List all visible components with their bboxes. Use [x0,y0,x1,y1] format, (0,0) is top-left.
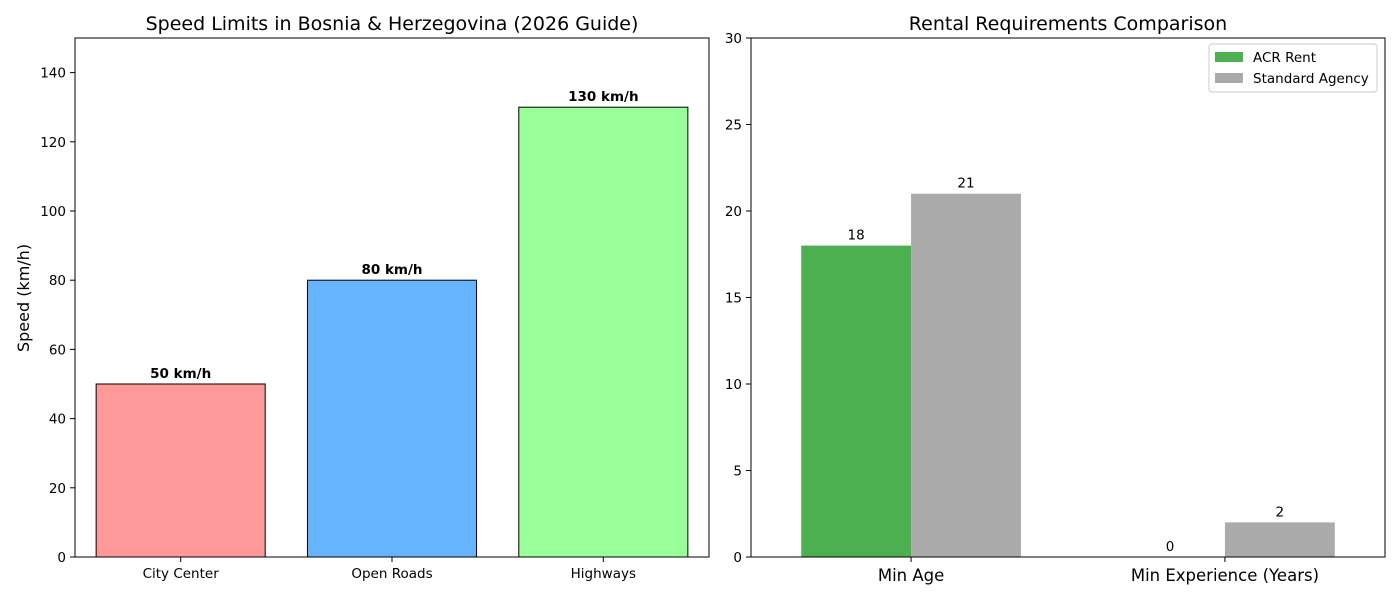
rental-y-tick-label: 20 [725,204,742,220]
rental-y-tick-label: 30 [725,31,742,47]
bar-open-roads [306,279,478,558]
bar-highways [518,106,689,558]
bar-standard-agency-min-experience-years [1224,522,1335,557]
legend-frame [1208,43,1378,93]
speed-x-tick-label-highways: Highways [571,566,636,582]
rental-y-tick-label: 25 [725,118,742,134]
rental-chart-title: Rental Requirements Comparison [909,13,1227,35]
bar-value-label-open-roads: 80 km/h [361,262,422,278]
legend-label-acr-rent: ACR Rent [1253,50,1316,66]
rental-x-tick-label-min-age: Min Age [878,566,944,585]
bar-value-label-acr-rent-min-age: 18 [848,228,865,244]
rental-y-tick-label: 10 [725,377,742,393]
rental-y-ticks: 0 5 10 15 20 25 30 [725,31,751,566]
bar-standard-agency-min-age [911,193,1021,557]
bar-value-label-acr-rent-min-experience-years: 0 [1166,539,1175,555]
rental-bars: 18 21 0 2 [801,176,1335,557]
rental-x-tick-label-min-experience-years: Min Experience (Years) [1131,566,1319,585]
speed-y-ticks: 0 20 40 60 80 100 120 140 [40,66,75,566]
bar-value-label-city-center: 50 km/h [150,366,211,382]
bar-value-label-highways: 130 km/h [568,89,638,105]
rental-plot-frame [750,37,1386,558]
speed-x-tick-label-open-roads: Open Roads [351,566,432,582]
speed-chart-title: Speed Limits in Bosnia & Herzegovina (20… [146,13,639,35]
speed-plot-frame [74,37,710,558]
bar-value-label-standard-agency-min-experience-years: 2 [1276,504,1285,520]
rental-y-tick-label: 15 [725,291,742,307]
speed-y-tick-label: 80 [49,273,66,289]
rental-legend: ACR Rent Standard Agency [1208,43,1378,93]
speed-x-tick-label-city-center: City Center [143,566,220,582]
speed-bars: 50 km/h 80 km/h 130 km/h [95,89,689,558]
speed-y-tick-label: 0 [57,550,66,566]
rental-requirements-chart: Rental Requirements Comparison 051015202… [725,13,1386,585]
rental-y-tick-label: 0 [733,550,742,566]
rental-y-tick-label: 5 [733,464,742,480]
speed-y-tick-label: 100 [40,204,66,220]
legend-swatch-acr-rent [1215,52,1243,62]
speed-y-tick-label: 140 [40,66,66,82]
bar-acr-rent-min-age [801,245,912,557]
speed-y-axis-label: Speed (km/h) [14,244,33,352]
speed-y-tick-label: 20 [49,481,66,497]
speed-y-tick-label: 60 [49,342,66,358]
legend-swatch-standard-agency [1215,73,1243,83]
speed-y-tick-label: 40 [49,412,66,428]
bar-city-center [95,383,266,558]
rental-x-ticks: Min Age Min Experience (Years) [878,557,1319,585]
speed-y-tick-label: 120 [40,135,66,151]
bar-value-label-standard-agency-min-age: 21 [957,176,974,192]
legend-label-standard-agency: Standard Agency [1253,71,1369,87]
speed-limits-chart: Speed Limits in Bosnia & Herzegovina (20… [14,13,710,582]
speed-x-ticks: City Center Open Roads Highways [143,557,636,582]
